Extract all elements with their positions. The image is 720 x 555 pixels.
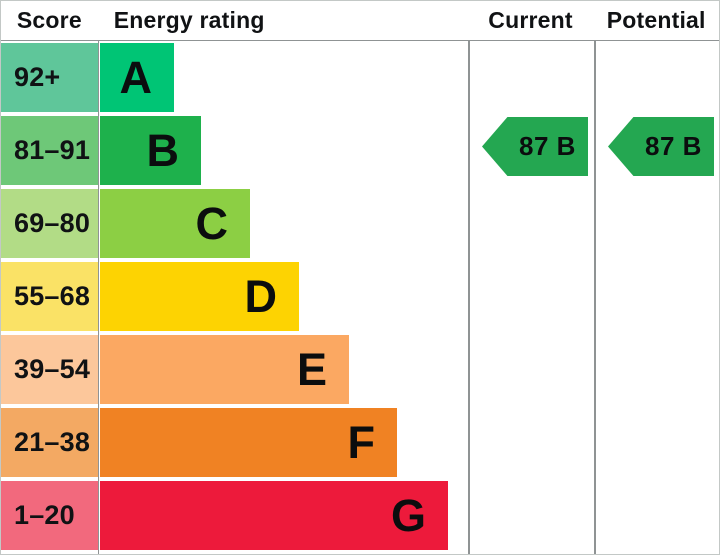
- current-arrow: 87 B: [482, 117, 588, 176]
- band-letter: D: [244, 271, 278, 323]
- band-row: 55–68 D: [1, 260, 719, 333]
- band-row: 39–54 E: [1, 333, 719, 406]
- potential-arrow: 87 B: [608, 117, 714, 176]
- band-row: 92+ A: [1, 41, 719, 114]
- band-score-label: 69–80: [1, 189, 98, 258]
- band-bar: D: [100, 262, 299, 331]
- band-letter: F: [347, 417, 376, 469]
- column-divider-current: [468, 1, 470, 554]
- current-arrow-label: 87 B: [519, 131, 576, 161]
- band-score-label: 1–20: [1, 481, 98, 551]
- header-score: Score: [16, 7, 82, 33]
- header-row: Score Energy rating Current Potential: [1, 1, 719, 41]
- band-row: 1–20 G: [1, 479, 719, 552]
- header-energy-rating: Energy rating: [113, 7, 265, 33]
- band-letter: E: [296, 344, 327, 396]
- column-divider-score: [97, 1, 99, 554]
- band-score-label: 55–68: [1, 262, 98, 331]
- band-letter: C: [195, 197, 229, 249]
- band-rows: 92+ A 81–91 B 69–80 C 55–68 D 39–54 E 21…: [1, 41, 719, 553]
- column-divider-potential: [594, 1, 596, 554]
- band-bar: E: [100, 335, 349, 404]
- band-letter: A: [119, 51, 153, 103]
- header-current: Current: [488, 7, 573, 33]
- band-letter: B: [146, 124, 180, 176]
- band-bar: A: [100, 43, 174, 112]
- band-row: 81–91 B: [1, 114, 719, 187]
- band-score-label: 39–54: [1, 335, 98, 404]
- band-letter: G: [390, 490, 426, 542]
- band-row: 69–80 C: [1, 187, 719, 260]
- band-score-label: 92+: [1, 43, 98, 112]
- band-score-label: 21–38: [1, 408, 98, 477]
- band-bar: C: [100, 189, 250, 258]
- band-bar: F: [100, 408, 397, 477]
- potential-arrow-label: 87 B: [645, 131, 702, 161]
- band-row: 21–38 F: [1, 406, 719, 479]
- band-score-label: 81–91: [1, 116, 98, 185]
- band-bar: G: [100, 481, 448, 551]
- band-bar: B: [100, 116, 201, 185]
- header-potential: Potential: [606, 7, 706, 33]
